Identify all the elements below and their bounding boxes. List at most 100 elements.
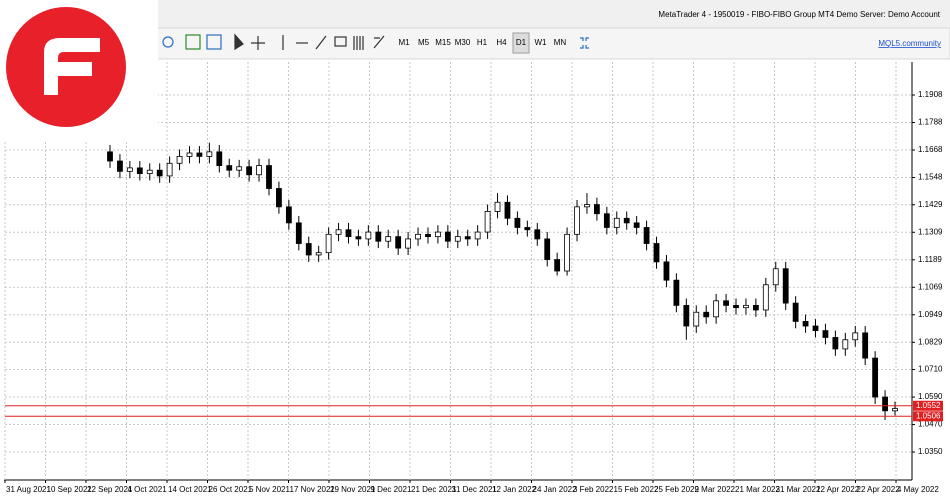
candle-body bbox=[544, 238, 551, 260]
y-tick-label: 1.1189 bbox=[918, 255, 942, 264]
x-tick-label: 21 Dec 2021 bbox=[411, 485, 457, 494]
candle-body bbox=[454, 236, 461, 242]
mql5-link[interactable]: MQL5.community bbox=[878, 39, 941, 48]
candle-body bbox=[733, 304, 739, 309]
title-bar bbox=[0, 0, 950, 28]
shift-icon[interactable] bbox=[206, 34, 222, 50]
x-tick-label: 22 Sep 2021 bbox=[87, 485, 133, 494]
candle-body bbox=[355, 236, 362, 240]
candle-body bbox=[524, 227, 531, 231]
y-tick-label: 1.0590 bbox=[918, 392, 943, 401]
y-tick-label: 1.1788 bbox=[918, 118, 943, 127]
timeframe-button[interactable]: W1 bbox=[535, 38, 548, 47]
candle-body bbox=[574, 206, 580, 235]
x-tick-label: 29 Nov 2021 bbox=[330, 485, 376, 494]
timeframe-button[interactable]: H4 bbox=[496, 38, 507, 47]
candle-body bbox=[703, 311, 710, 318]
timeframe-button[interactable]: D1 bbox=[516, 38, 527, 47]
candle-body bbox=[593, 204, 600, 215]
candle-body bbox=[464, 236, 471, 240]
x-tick-label: 31 Aug 2021 bbox=[6, 485, 51, 494]
candle-body bbox=[713, 300, 720, 318]
candle-body bbox=[862, 332, 869, 359]
timeframe-button[interactable]: M15 bbox=[435, 38, 451, 47]
candle-body bbox=[176, 156, 183, 164]
price-label-box bbox=[913, 411, 943, 422]
candle-body bbox=[107, 151, 113, 162]
fullscreen-icon[interactable] bbox=[580, 37, 589, 49]
candle-body bbox=[305, 243, 312, 256]
candle-body bbox=[325, 233, 332, 254]
toolbar-icons bbox=[162, 32, 589, 54]
timeframe-button[interactable]: MN bbox=[554, 38, 567, 47]
channel-icon[interactable] bbox=[353, 36, 364, 50]
candle-body bbox=[375, 231, 382, 242]
candle-body bbox=[514, 217, 521, 228]
candle-body bbox=[256, 165, 262, 176]
x-tick-label: 9 Mar 2022 bbox=[695, 485, 736, 494]
candle-body bbox=[683, 304, 690, 327]
active-timeframe bbox=[512, 32, 530, 54]
candle-body bbox=[186, 152, 193, 157]
zoom-icon[interactable] bbox=[162, 36, 174, 48]
candle-body bbox=[554, 259, 561, 272]
candle-body bbox=[484, 211, 491, 233]
logo bbox=[0, 0, 158, 140]
candle-body bbox=[385, 236, 392, 242]
x-tick-label: 25 Feb 2022 bbox=[654, 485, 699, 494]
candle-body bbox=[335, 229, 342, 235]
y-tick-label: 1.0949 bbox=[918, 310, 943, 319]
y-tick-label: 1.0470 bbox=[918, 420, 943, 429]
candle-body bbox=[365, 231, 372, 240]
candle-body bbox=[295, 222, 302, 244]
x-tick-label: 9 Dec 2021 bbox=[371, 485, 412, 494]
candle-body bbox=[822, 330, 829, 338]
autoscroll-icon[interactable] bbox=[185, 34, 201, 50]
timeframe-button[interactable]: M1 bbox=[398, 38, 410, 47]
candle-body bbox=[345, 229, 352, 238]
candle-body bbox=[852, 332, 859, 341]
candle-body bbox=[136, 167, 143, 175]
candle-body bbox=[166, 162, 173, 177]
x-tick-label: 5 Nov 2021 bbox=[249, 485, 290, 494]
crosshair-icon[interactable] bbox=[251, 36, 265, 50]
y-tick-label: 1.1668 bbox=[918, 145, 943, 154]
y-tick-label: 1.0710 bbox=[918, 365, 943, 374]
timeframe-button[interactable]: M5 bbox=[418, 38, 430, 47]
candle-body bbox=[315, 252, 322, 256]
candle-body bbox=[444, 231, 451, 242]
timeframe-button[interactable]: H1 bbox=[477, 38, 488, 47]
candle-body bbox=[474, 231, 481, 240]
text-icon[interactable] bbox=[334, 36, 347, 47]
x-tick-label: 21 Mar 2022 bbox=[735, 485, 780, 494]
x-tick-label: 12 Jan 2022 bbox=[492, 485, 537, 494]
candle-body bbox=[196, 152, 203, 157]
candle-body bbox=[425, 233, 431, 238]
candle-body bbox=[892, 408, 898, 412]
timeframe-button[interactable]: M30 bbox=[455, 38, 471, 47]
x-tick-label: 31 Mar 2022 bbox=[776, 485, 821, 494]
x-tick-label: 26 Oct 2021 bbox=[209, 485, 253, 494]
y-tick-label: 1.1429 bbox=[918, 200, 943, 209]
trendline-icon[interactable] bbox=[315, 35, 327, 50]
candle-body bbox=[156, 169, 163, 177]
candle-body bbox=[216, 151, 223, 166]
candle-body bbox=[842, 339, 849, 350]
candle-body bbox=[653, 243, 660, 263]
candle-body bbox=[792, 302, 799, 322]
y-tick-label: 1.1908 bbox=[918, 90, 943, 99]
candle-body bbox=[405, 238, 412, 249]
candle-body bbox=[206, 151, 213, 157]
candle-body bbox=[504, 201, 511, 219]
x-tick-label: 17 Nov 2021 bbox=[290, 485, 336, 494]
fibo-icon[interactable] bbox=[373, 35, 385, 49]
candle-body bbox=[146, 169, 153, 175]
candle-body bbox=[415, 233, 421, 240]
price-label: 1.0552 bbox=[916, 401, 941, 410]
candle-body bbox=[802, 321, 809, 327]
candle-body bbox=[117, 160, 123, 172]
candle-body bbox=[285, 206, 292, 224]
candle-body bbox=[673, 279, 680, 306]
cursor-icon[interactable] bbox=[234, 33, 244, 51]
